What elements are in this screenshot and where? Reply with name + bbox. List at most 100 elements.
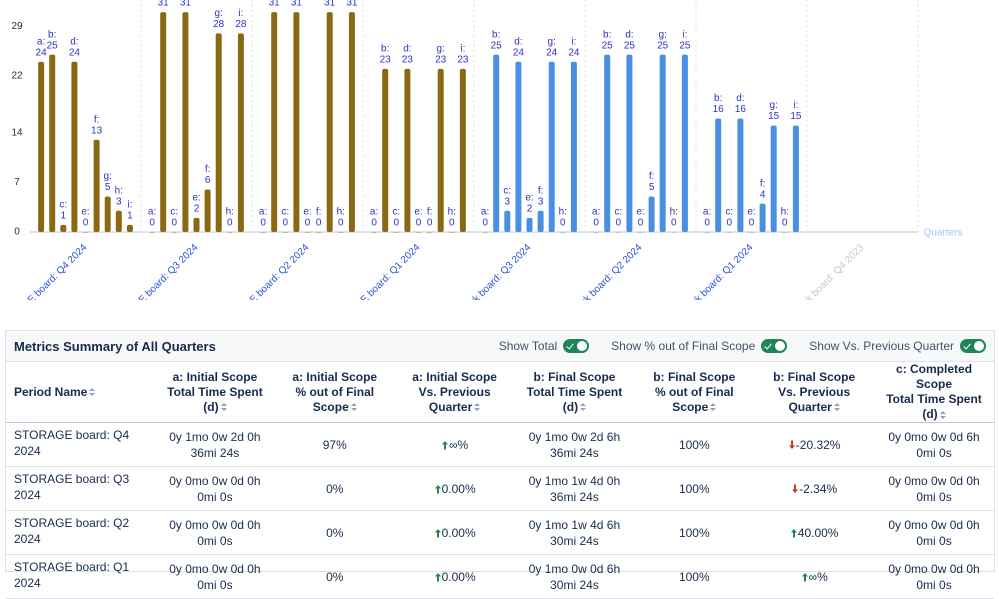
column-header[interactable]: b: Final Scope Total Time Spent (d) <box>514 362 635 423</box>
trend-value: 0.00% <box>441 481 476 496</box>
bar-value-label: 24 <box>568 47 580 58</box>
sort-icon[interactable] <box>89 388 96 397</box>
trend-down-icon <box>788 440 795 450</box>
column-header[interactable]: b: Final Scope Vs. Previous Quarter <box>754 362 875 423</box>
table-cell: ∞% <box>394 422 515 467</box>
y-tick-label: 22 <box>11 71 23 82</box>
bar-value-label: 0 <box>671 218 677 229</box>
bar-series-label: b: <box>714 93 722 104</box>
bar <box>726 232 733 233</box>
bar-series-label: h: <box>337 207 345 218</box>
bar <box>715 118 722 232</box>
toggle[interactable]: Show Vs. Previous Quarter <box>809 339 986 353</box>
x-tick-label: STORAGE board: Q3 2024 <box>107 242 201 300</box>
sort-icon[interactable] <box>710 403 717 412</box>
bar <box>82 232 89 233</box>
column-header[interactable]: a: Initial Scope% out of Final Scope <box>274 362 395 423</box>
bar-value-label: 0 <box>616 218 622 229</box>
toggle-switch[interactable] <box>563 339 590 353</box>
bar-value-label: 3 <box>505 196 511 207</box>
bar-series-label: b: <box>603 29 611 40</box>
bar-value-label: 25 <box>679 40 691 51</box>
trend-up-icon <box>434 485 441 494</box>
toggle-switch[interactable] <box>761 339 788 353</box>
table-cell: 0y 0mo 0w 0d 0h 0mi 0s <box>155 510 275 555</box>
bar-series-label: e: <box>81 207 89 218</box>
column-header-text: Vs. Previous Quarter <box>778 384 851 414</box>
table-cell: 100% <box>634 554 755 599</box>
bar <box>737 118 744 232</box>
bar <box>759 203 766 232</box>
bar-value-label: 0 <box>83 218 89 229</box>
x-tick-label: Network board: Q4 2023 <box>782 242 867 300</box>
table-cell: 0y 0mo 0w 0d 0h 0mi 0s <box>874 510 994 555</box>
column-header[interactable]: b: Final Scope% out of Final Scope <box>634 362 755 423</box>
bar-series-label: a: <box>481 207 489 218</box>
table-cell: 0y 0mo 0w 0d 0h 0mi 0s <box>874 466 994 511</box>
bar-value-label: 23 <box>457 54 469 65</box>
bar <box>593 232 600 233</box>
bar-value-label: 5 <box>105 182 111 193</box>
table-cell: 0.00% <box>394 510 515 555</box>
sort-icon[interactable] <box>939 410 946 419</box>
bar <box>193 217 200 232</box>
toggle-switch[interactable] <box>960 339 986 353</box>
x-axis-label: Quarters <box>924 228 963 239</box>
bar-value-label: 31 <box>291 0 303 9</box>
bar-series-label: c: <box>614 207 622 218</box>
trend-value: ∞% <box>808 569 828 584</box>
bar-value-label: 0 <box>638 218 644 229</box>
x-tick-label: STORAGE board: Q2 2024 <box>218 242 312 300</box>
bar-value-label: 0 <box>727 218 733 229</box>
bar-series-label: i: <box>238 8 243 19</box>
bar <box>293 12 300 232</box>
trend-value: ∞% <box>448 437 469 452</box>
bar-series-label: a: <box>148 207 156 218</box>
column-header-text: c: Completed Scope <box>896 362 973 391</box>
bar-value-label: 0 <box>394 218 400 229</box>
column-header-text: a: Initial Scope <box>412 369 497 384</box>
sort-icon[interactable] <box>833 403 840 412</box>
bar <box>126 224 133 232</box>
toggle[interactable]: Show Total <box>499 339 590 353</box>
bar-series-label: f: <box>649 171 655 182</box>
bar-series-label: b: <box>48 29 56 40</box>
bar <box>792 125 799 232</box>
table-body: STORAGE board: Q4 2024 0y 1mo 0w 2d 0h 36… <box>6 422 994 599</box>
bar <box>448 232 455 233</box>
column-header[interactable]: Period Name <box>6 362 155 423</box>
summary-panel: Metrics Summary of All Quarters Show Tot… <box>5 330 995 599</box>
bar-value-label: 0 <box>704 218 710 229</box>
column-header[interactable]: a: Initial Scope Total Time Spent (d) <box>155 362 275 423</box>
sort-icon[interactable] <box>350 403 357 412</box>
bar-series-label: d: <box>403 43 411 54</box>
bar <box>681 54 688 232</box>
summary-table: Period Name a: Initial Scope Total Time Sp… <box>6 362 994 599</box>
bar-series-label: h: <box>226 207 234 218</box>
bar-series-label: f: <box>94 114 100 125</box>
trend-value: -20.32% <box>795 437 841 452</box>
bar <box>426 232 433 233</box>
column-header[interactable]: a: Initial Scope Vs. Previous Quarter <box>394 362 515 423</box>
bar-series-label: g: <box>548 36 556 47</box>
column-header-text: b: Final Scope <box>773 369 856 384</box>
table-row: STORAGE board: Q1 2024 0y 0mo 0w 0d 0h 0m… <box>6 554 994 599</box>
bar <box>326 12 333 232</box>
bar-value-label: 0 <box>482 218 488 229</box>
bar-value-label: 31 <box>324 0 336 9</box>
toggle[interactable]: Show % out of Final Scope <box>611 339 788 353</box>
column-header[interactable]: c: Completed Scope Total Time Spent (d) <box>874 362 994 423</box>
bar-value-label: 4 <box>760 189 766 200</box>
trend-value: 40.00% <box>797 525 839 540</box>
bar-value-label: 2 <box>527 203 533 214</box>
bar-series-label: a: <box>37 36 45 47</box>
bar-series-label: e: <box>636 207 644 218</box>
bar-series-label: e: <box>414 207 422 218</box>
bar <box>71 61 78 232</box>
x-tick-label: STORAGE board: Q4 2024 <box>0 242 90 300</box>
sort-icon[interactable] <box>220 403 227 412</box>
sort-icon[interactable] <box>474 403 481 412</box>
column-header-text: Total Time Spent (d) <box>167 384 263 414</box>
sort-icon[interactable] <box>580 403 587 412</box>
